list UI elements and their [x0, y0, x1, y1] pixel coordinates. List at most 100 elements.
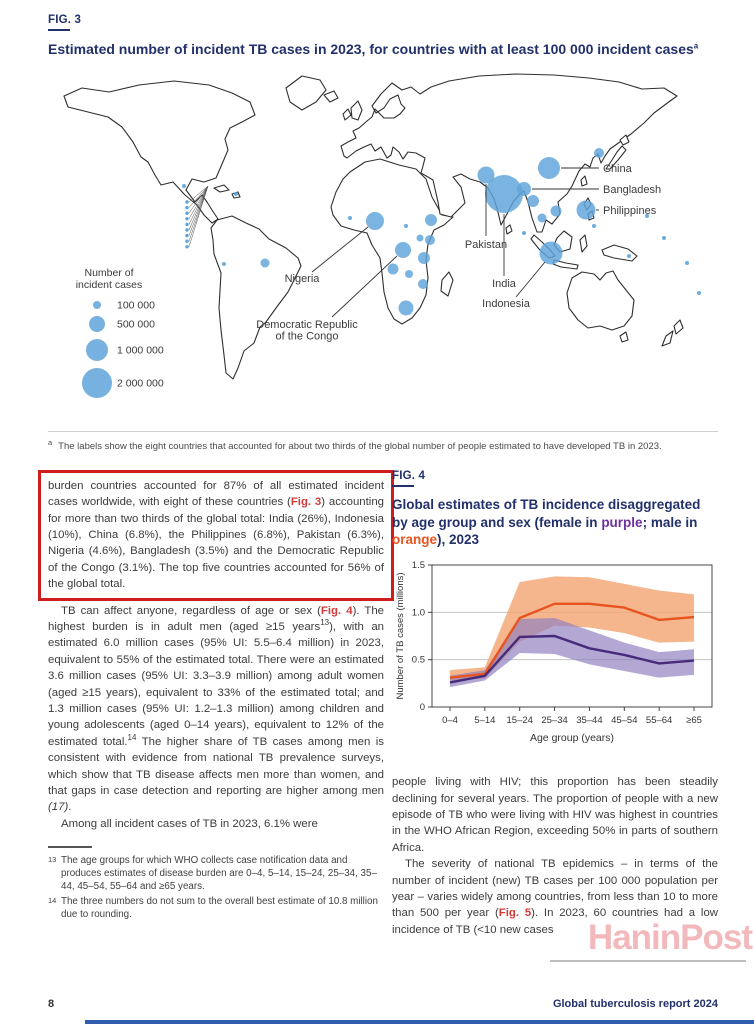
y-axis-title: Number of TB cases (millions) [395, 573, 406, 700]
footer-accent-bar [85, 1020, 754, 1024]
small-country-dot [645, 214, 649, 219]
tb-bubble-north-korea [594, 148, 604, 159]
legend-bubble-label: 1 000 000 [117, 345, 164, 357]
x-tick-label: 15–24 [507, 715, 533, 726]
x-tick-label: 35–44 [576, 715, 602, 726]
tb-bubble-brazil [260, 258, 270, 268]
footnote-ref-14: 14 [127, 732, 137, 742]
right-column: FIG. 4 Global estimates of TB incidence … [392, 470, 718, 939]
country-label-philippines: Philippines [603, 205, 657, 217]
male-color-word: orange [392, 532, 438, 548]
y-tick-label: 1.5 [412, 560, 425, 571]
paragraph-burden-countries: burden countries accounted for 87% of al… [48, 479, 384, 591]
fig5-reference: Fig. 5 [498, 907, 532, 920]
male-line [449, 602, 695, 679]
tb-bubble-drc [395, 242, 411, 259]
tb-bubble-kenya [425, 235, 435, 246]
female-line [449, 634, 695, 684]
continent-north-america [63, 80, 256, 224]
map-data-layer: China Bangladesh Philippines Pakistan India I… [76, 148, 701, 399]
tb-bubble-indonesia [539, 241, 563, 265]
fig3-title-superscript: a [693, 41, 699, 51]
tb-bubble-south-africa [398, 300, 414, 316]
world-map-figure: China Bangladesh Philippines Pakistan India I… [54, 68, 718, 423]
y-tick-label: 1.0 [412, 607, 425, 618]
callout-line-nigeria [311, 226, 369, 273]
watermark-underline [550, 960, 746, 962]
country-label-pakistan: Pakistan [465, 239, 507, 251]
plot-frame [431, 564, 713, 708]
small-country-dot [697, 291, 701, 296]
tb-bubble-zambia [405, 270, 413, 279]
tb-bubble-philippines [576, 200, 596, 220]
fig3-footnote: a The labels show the eight countries tha… [48, 431, 718, 454]
female-color-word: purple [601, 514, 643, 530]
fig4-label-underline [392, 484, 414, 487]
x-tick-label: ≥65 [686, 715, 702, 726]
legend-bubble-label: 100 000 [117, 300, 155, 312]
small-country-dot [185, 200, 189, 204]
fan-leader-line [188, 186, 209, 220]
small-country-dot [185, 217, 189, 221]
small-country-dot [685, 261, 689, 266]
y-tick-label: 0.5 [412, 655, 425, 666]
fan-leader-line [188, 186, 209, 225]
small-country-dot [185, 206, 189, 210]
tb-bubble-tanzania [418, 252, 430, 265]
tb-bubble-nigeria [366, 212, 384, 231]
small-country-dot [182, 184, 186, 189]
female-uncertainty-band [450, 618, 694, 688]
tb-bubble-bangladesh [517, 182, 531, 197]
world-map: China Bangladesh Philippines Pakistan India I… [63, 73, 701, 399]
legend-bubble [93, 301, 101, 310]
page-footer: 8 Global tuberculosis report 2024 [48, 998, 718, 1010]
fig3-title: Estimated number of incident TB cases in… [48, 41, 699, 57]
footnote-ref-13: 13 [320, 618, 330, 628]
highlight-red-box: burden countries accounted for 87% of al… [38, 469, 394, 601]
tb-bubble-thailand [537, 213, 547, 223]
small-country-dot [234, 192, 238, 197]
y-tick-label: 0 [420, 702, 425, 713]
report-title-footer: Global tuberculosis report 2024 [552, 998, 718, 1010]
fig3-label-underline [48, 29, 70, 31]
fig3-label: FIG. 3 [48, 14, 82, 26]
legend-bubble [86, 339, 108, 362]
fig3-reference: Fig. 3 [290, 496, 322, 509]
greenland [285, 75, 327, 111]
country-label-india: India [492, 278, 517, 290]
fan-leader-line [188, 186, 209, 242]
madagascar [440, 271, 454, 297]
tb-bubble-uganda [416, 234, 424, 242]
map-legend-title: incident cases [76, 279, 143, 291]
country-label-bangladesh: Bangladesh [603, 184, 661, 196]
tb-bubble-vietnam [550, 205, 562, 217]
small-country-dot [592, 224, 596, 229]
small-country-dot [348, 216, 352, 221]
paragraph-epidemic-severity: The severity of national TB epidemics – … [392, 858, 719, 936]
footnote-14: 14 The three numbers do not sum to the ov… [48, 896, 378, 921]
x-axis-title: Age group (years) [530, 732, 614, 744]
legend-bubble [89, 316, 105, 333]
paragraph-incident-hiv: Among all incident cases of TB in 2023, … [61, 817, 318, 830]
legend-bubble [82, 368, 112, 399]
footnote-13: 13 The age groups for which WHO collects … [48, 855, 377, 893]
fig4-title: Global estimates of TB incidence disaggr… [392, 496, 701, 548]
small-country-dot [185, 239, 189, 244]
tb-incidence-chart: 0 0.5 1.0 1.5 0–4 5–14 15–24 25–34 35–44 45–54 55–… [395, 560, 713, 744]
citation-17: (17) [48, 801, 69, 814]
country-label-nigeria: Nigeria [285, 273, 321, 285]
small-country-dot [185, 211, 189, 216]
fan-leader-line [188, 185, 209, 203]
tb-bubble-mozambique [418, 279, 428, 290]
small-country-dot [222, 262, 226, 267]
country-label-china: China [603, 163, 633, 175]
callout-line-indonesia [515, 261, 546, 298]
callout-line-drc [331, 255, 398, 318]
fan-leader-line [188, 186, 209, 214]
page-number: 8 [48, 998, 55, 1010]
tb-bubble-india [485, 175, 523, 214]
fan-leader-line [188, 186, 209, 236]
tb-bubble-myanmar [527, 195, 539, 208]
small-country-dot [627, 254, 631, 259]
